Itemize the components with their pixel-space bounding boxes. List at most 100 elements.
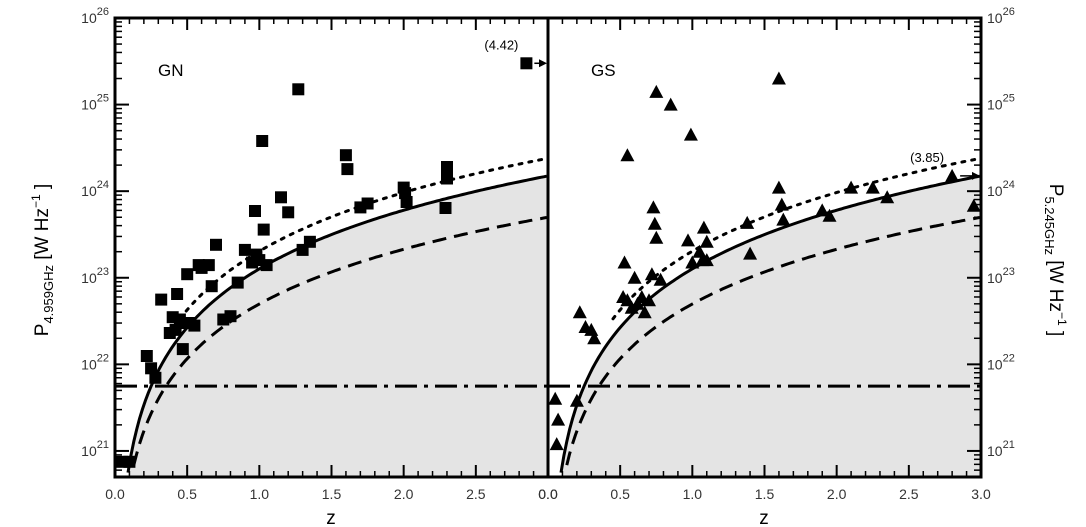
data-point-square — [155, 293, 168, 306]
data-point-triangle — [771, 71, 786, 85]
data-point-triangle — [620, 148, 635, 162]
data-point-triangle — [569, 393, 584, 407]
data-point-triangle — [681, 233, 695, 247]
x-tick-label: 0.0 — [105, 486, 125, 502]
data-point-square — [181, 268, 194, 281]
data-point-triangle — [549, 437, 564, 451]
redshift-annotation: (4.42) — [484, 37, 518, 52]
data-point-triangle — [642, 293, 656, 307]
data-point-triangle — [627, 270, 642, 284]
detection-region-shade — [129, 175, 548, 477]
data-point-triangle — [663, 97, 678, 111]
data-point-triangle — [815, 203, 830, 217]
y-tick-label: 1024 — [987, 179, 1015, 199]
data-point-triangle — [865, 180, 880, 194]
data-point-square — [303, 235, 316, 248]
data-point-square — [256, 135, 269, 147]
data-point-triangle — [647, 216, 662, 230]
data-point-square — [202, 259, 215, 272]
data-point-triangle — [844, 180, 859, 194]
y-tick-label: 1025 — [81, 93, 109, 113]
data-point-triangle — [644, 267, 659, 281]
data-point-square — [260, 259, 273, 272]
data-point-square — [339, 149, 352, 162]
data-point-square — [176, 343, 189, 356]
data-point-square — [171, 288, 184, 300]
x-tick-label: 2.5 — [466, 486, 486, 502]
data-point-triangle — [685, 255, 700, 269]
x-tick-label: 1.0 — [683, 486, 703, 502]
data-point-triangle — [822, 208, 837, 222]
data-point-square — [249, 205, 261, 217]
y-tick-label: 1021 — [81, 439, 109, 459]
data-point-triangle — [696, 220, 711, 234]
y-tick-label: 1022 — [81, 352, 109, 372]
data-point-square — [149, 371, 162, 384]
y-tick-label: 1023 — [81, 266, 109, 286]
dashed-curve — [565, 216, 980, 466]
panel-gn: (4.42) 0.0 0.5 1.0 1.5 2.0 2.5 0.0 1021 1022 1023 1… — [81, 6, 558, 502]
data-point-triangle — [649, 84, 664, 98]
data-point-square — [145, 362, 158, 375]
data-point-triangle — [634, 290, 649, 303]
data-point-triangle — [774, 197, 789, 211]
data-point-square — [224, 310, 237, 323]
data-point-triangle — [637, 305, 652, 319]
data-point-triangle — [653, 272, 668, 286]
data-point-square — [205, 280, 218, 293]
data-point-triangle — [572, 305, 587, 319]
y-tick-label: 1022 — [987, 352, 1015, 372]
data-point-square — [441, 161, 453, 173]
right-y-axis-title: P5.245GHz [W Hz−1 ] — [1042, 184, 1069, 336]
data-point-triangle — [646, 200, 661, 214]
x-tick-label: 2.5 — [899, 486, 919, 502]
redshift-annotation: (3.85) — [910, 150, 944, 165]
data-point-triangle — [945, 168, 960, 182]
data-point-triangle — [630, 296, 645, 310]
data-point-square — [292, 83, 305, 96]
x-tick-label: 3.0 — [971, 486, 991, 502]
annotation-arrowhead — [539, 59, 547, 68]
data-point-square — [231, 276, 244, 289]
data-point-triangle — [966, 198, 981, 212]
data-point-triangle — [740, 215, 755, 229]
x-tick-label: 1.0 — [250, 486, 270, 502]
data-point-triangle — [771, 180, 786, 194]
y-tick-label: 1024 — [81, 179, 109, 199]
data-point-triangle — [548, 391, 563, 405]
x-tick-label: 1.5 — [755, 486, 775, 502]
data-point-triangle — [649, 230, 664, 244]
data-point-square — [210, 238, 222, 251]
data-point-square — [275, 191, 287, 204]
y-tick-label: 1025 — [987, 93, 1015, 113]
data-point-triangle — [624, 300, 639, 314]
gs-panel-label: GS — [591, 61, 616, 80]
data-point-triangle — [699, 253, 714, 267]
gs-x-axis-title: z — [759, 508, 769, 527]
data-point-square — [188, 319, 201, 332]
data-point-square — [253, 254, 266, 267]
data-point-triangle — [683, 127, 698, 141]
y-tick-label: 1026 — [987, 6, 1015, 26]
annotation-arrowhead — [972, 171, 980, 180]
sensitivity-limit-solid-curve — [126, 174, 547, 473]
data-point-square — [341, 163, 354, 176]
dashed-curve — [132, 216, 547, 466]
y-tick-label: 1023 — [987, 266, 1015, 286]
sensitivity-limit-solid-curve — [559, 174, 980, 473]
data-point-square — [123, 455, 136, 468]
left-y-axis-title: P4.959GHz [W Hz−1 ] — [29, 184, 56, 336]
data-point-square — [140, 350, 153, 362]
data-point-triangle — [617, 255, 632, 269]
x-tick-label: 1.5 — [322, 486, 342, 502]
data-point-square — [400, 196, 413, 208]
y-tick-label: 1026 — [81, 6, 109, 26]
x-tick-label: 2.0 — [394, 486, 414, 502]
data-point-triangle — [743, 246, 758, 260]
data-point-square — [282, 206, 295, 219]
data-point-triangle — [776, 212, 791, 226]
x-tick-label: 0.0 — [538, 486, 558, 502]
gn-x-axis-title: z — [326, 508, 336, 527]
detection-region-shade — [562, 175, 981, 477]
